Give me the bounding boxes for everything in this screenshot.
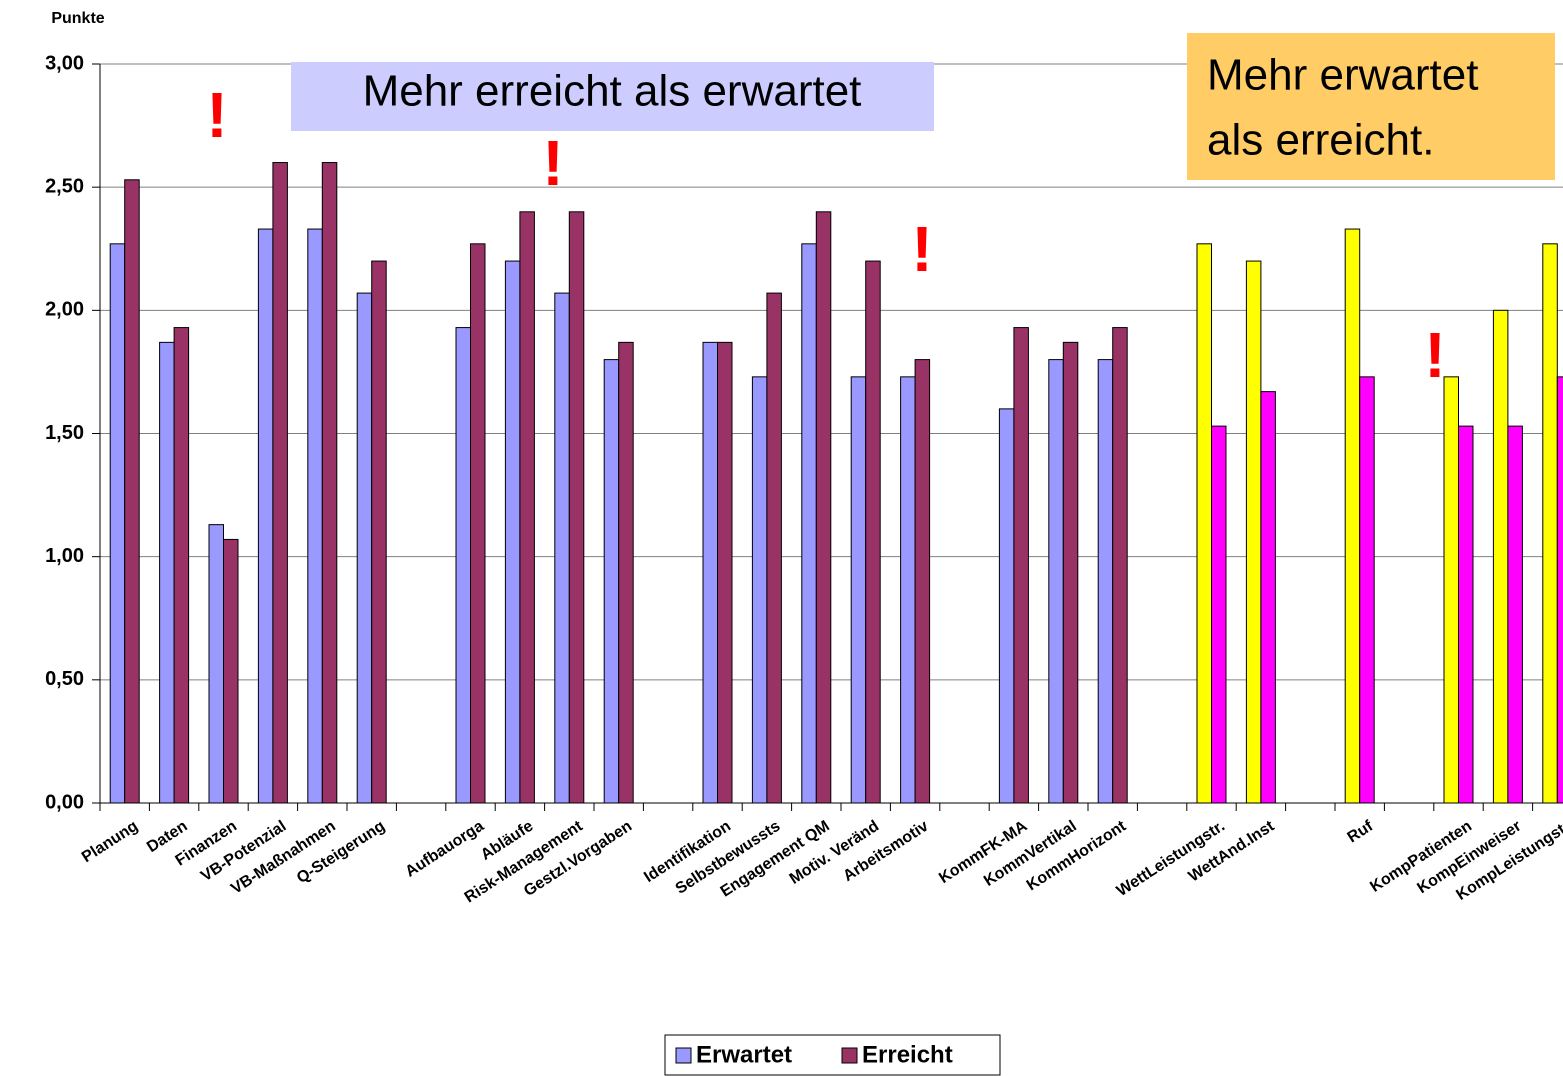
y-tick-label: 2,00 bbox=[45, 299, 84, 321]
y-tick-label: 1,00 bbox=[45, 545, 84, 567]
x-tick-label: Ruf bbox=[1345, 817, 1377, 846]
legend-swatch bbox=[841, 1047, 858, 1064]
legend-label: Erreicht bbox=[862, 1041, 953, 1068]
bar bbox=[1492, 309, 1509, 804]
bar bbox=[1211, 425, 1227, 804]
x-tick-label: Q-Steigerung bbox=[294, 818, 388, 887]
bar bbox=[470, 243, 486, 804]
bar bbox=[1542, 243, 1558, 804]
bar bbox=[865, 260, 881, 804]
bar bbox=[257, 228, 274, 804]
bar bbox=[1097, 359, 1114, 804]
bar bbox=[702, 341, 718, 804]
bar bbox=[272, 162, 288, 804]
bar bbox=[801, 243, 817, 804]
bar bbox=[159, 341, 175, 804]
y-axis-label: Punkte bbox=[51, 10, 104, 27]
annotation-box bbox=[1187, 33, 1555, 180]
bar bbox=[223, 538, 239, 804]
annotation-box bbox=[291, 62, 934, 131]
bar bbox=[751, 376, 768, 804]
bar bbox=[815, 211, 832, 804]
bar bbox=[208, 524, 224, 804]
bar bbox=[1112, 327, 1128, 804]
annotation: als erreicht. bbox=[1207, 116, 1434, 165]
bar bbox=[850, 376, 867, 804]
bar bbox=[321, 162, 338, 804]
bar bbox=[109, 243, 126, 804]
annotation: Mehr erreicht als erwartet bbox=[363, 67, 862, 116]
bar bbox=[1359, 376, 1375, 804]
y-tick-label: 1,50 bbox=[45, 422, 84, 444]
bar bbox=[1245, 260, 1262, 804]
bar bbox=[1013, 327, 1029, 804]
legend: Erwartet Erreicht bbox=[664, 1034, 1001, 1076]
bar bbox=[900, 376, 916, 804]
y-tick-label: 2,50 bbox=[45, 175, 84, 197]
bar bbox=[307, 228, 323, 804]
exclamation: ! bbox=[206, 79, 227, 151]
bar bbox=[1443, 376, 1459, 804]
bar bbox=[1458, 425, 1474, 804]
annotation: Mehr erwartet bbox=[1207, 51, 1478, 100]
bar bbox=[519, 211, 535, 804]
bar bbox=[554, 292, 570, 804]
legend-swatch bbox=[675, 1047, 692, 1064]
bar bbox=[766, 292, 782, 804]
bar bbox=[998, 408, 1015, 804]
bar bbox=[1062, 341, 1079, 804]
bar bbox=[914, 359, 931, 804]
bar bbox=[1260, 391, 1276, 804]
x-tick-label: Aufbauorga bbox=[402, 818, 487, 881]
y-tick-label: 0,00 bbox=[45, 791, 84, 813]
bar bbox=[124, 179, 140, 804]
x-tick-label: WettAnd.Inst bbox=[1186, 817, 1278, 885]
bar bbox=[455, 327, 471, 804]
bar bbox=[717, 341, 733, 804]
bar bbox=[1048, 359, 1064, 804]
bar bbox=[504, 260, 521, 804]
exclamation: ! bbox=[911, 213, 932, 285]
bar bbox=[1344, 228, 1361, 804]
y-tick-label: 3,00 bbox=[45, 52, 84, 74]
bar bbox=[356, 292, 373, 804]
legend-box bbox=[664, 1034, 1001, 1076]
bar bbox=[603, 359, 620, 804]
bar bbox=[568, 211, 585, 804]
exclamation: ! bbox=[1424, 319, 1445, 391]
x-tick-label: Arbeitsmotiv bbox=[840, 818, 931, 886]
bar bbox=[618, 341, 634, 804]
x-tick-label: Planung bbox=[79, 818, 141, 867]
bar bbox=[1556, 376, 1563, 804]
y-tick-label: 0,50 bbox=[45, 668, 84, 690]
legend-label: Erwartet bbox=[696, 1041, 792, 1068]
bar bbox=[371, 260, 387, 804]
bar bbox=[1196, 243, 1212, 804]
exclamation: ! bbox=[542, 127, 563, 199]
bar bbox=[173, 327, 190, 804]
bar bbox=[1507, 425, 1523, 804]
